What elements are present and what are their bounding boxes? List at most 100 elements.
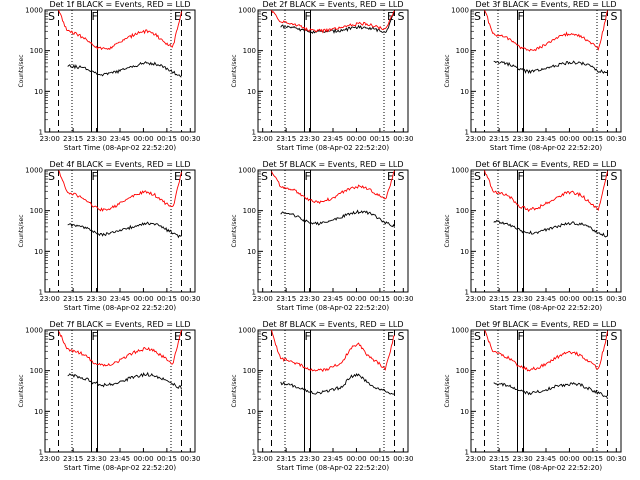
x-tick-label: 23:00 — [253, 295, 273, 303]
series-line — [484, 170, 608, 213]
y-tick-label: 10 — [247, 88, 256, 96]
x-tick-label: 23:45 — [323, 295, 343, 303]
x-tick-label: 23:45 — [323, 135, 343, 143]
marker-letter: S — [611, 330, 618, 343]
panel-8: Det 8f BLACK = Events, RED = LLD 1 10 100 10… — [231, 320, 413, 472]
y-tick-label: 100 — [30, 367, 43, 375]
x-tick-label: 23:45 — [110, 295, 130, 303]
series-line — [484, 330, 608, 372]
y-axis-label: Counts/sec — [231, 374, 238, 407]
panel-2: Det 2f BLACK = Events, RED = LLD 1 10 100 10… — [231, 0, 413, 152]
panel-title: Det 6f BLACK = Events, RED = LLD — [475, 160, 616, 169]
y-tick-label: 1000 — [451, 327, 469, 335]
x-tick-label: 00:30 — [606, 455, 626, 463]
marker-letter: E — [174, 170, 181, 183]
y-tick-label: 10 — [247, 248, 256, 256]
x-tick-label: 00:30 — [180, 135, 200, 143]
x-tick-label: 23:15 — [276, 295, 296, 303]
x-tick-label: 00:30 — [180, 455, 200, 463]
y-tick-label: 1000 — [451, 167, 469, 175]
series-line — [280, 209, 395, 228]
y-tick-label: 100 — [243, 207, 256, 215]
marker-letter: S — [398, 10, 405, 23]
y-axis-label: Counts/sec — [18, 214, 25, 247]
panel-1: Det 1f BLACK = Events, RED = LLD 1 10 100 10… — [18, 0, 200, 152]
y-tick-label: 1000 — [238, 167, 256, 175]
panel-title: Det 5f BLACK = Events, RED = LLD — [262, 160, 403, 169]
x-tick-label: 23:00 — [466, 455, 486, 463]
y-axis-label: Counts/sec — [18, 54, 25, 87]
marker-letter: E — [174, 10, 181, 23]
panel-6: Det 6f BLACK = Events, RED = LLD 1 10 100 10… — [444, 160, 626, 312]
marker-letter: S — [611, 170, 618, 183]
series-line — [280, 10, 395, 35]
x-tick-label: 23:00 — [40, 135, 60, 143]
x-tick-label: 23:45 — [536, 295, 556, 303]
x-axis-label: Start Time (08-Apr-02 22:52:20) — [490, 144, 602, 152]
x-tick-label: 00:15 — [370, 295, 390, 303]
plot-frame — [470, 329, 622, 453]
x-tick-label: 00:15 — [370, 455, 390, 463]
marker-letter: S — [48, 10, 55, 23]
panel-title: Det 9f BLACK = Events, RED = LLD — [475, 320, 616, 329]
x-tick-label: 23:30 — [299, 295, 319, 303]
panel-5: Det 5f BLACK = Events, RED = LLD 1 10 100 10… — [231, 160, 413, 312]
y-tick-label: 100 — [30, 47, 43, 55]
y-tick-label: 100 — [456, 367, 469, 375]
x-tick-label: 23:45 — [536, 135, 556, 143]
x-tick-label: 23:00 — [253, 455, 273, 463]
y-tick-label: 10 — [247, 408, 256, 416]
x-tick-label: 00:15 — [157, 455, 177, 463]
x-axis-label: Start Time (08-Apr-02 22:52:20) — [64, 464, 176, 472]
marker-letter: S — [398, 170, 405, 183]
series-line — [58, 170, 182, 212]
x-tick-label: 23:15 — [63, 295, 83, 303]
x-tick-label: 00:15 — [157, 135, 177, 143]
x-tick-label: 23:30 — [86, 455, 106, 463]
y-tick-label: 10 — [34, 408, 43, 416]
marker-letter: F — [518, 10, 524, 23]
marker-letter: F — [92, 170, 98, 183]
panel-3: Det 3f BLACK = Events, RED = LLD 1 10 100 10… — [444, 0, 626, 152]
x-tick-label: 00:15 — [583, 295, 603, 303]
y-tick-label: 100 — [456, 207, 469, 215]
y-tick-label: 10 — [460, 408, 469, 416]
y-tick-label: 10 — [460, 88, 469, 96]
x-tick-label: 23:15 — [276, 455, 296, 463]
marker-letter: S — [474, 10, 481, 23]
plot-frame — [44, 169, 196, 293]
panel-title: Det 7f BLACK = Events, RED = LLD — [49, 320, 190, 329]
marker-letter: E — [387, 170, 394, 183]
x-tick-label: 00:00 — [346, 295, 366, 303]
y-tick-label: 1000 — [238, 327, 256, 335]
marker-letter: S — [261, 330, 268, 343]
y-tick-label: 10 — [34, 88, 43, 96]
series-line — [271, 329, 395, 373]
x-axis-label: Start Time (08-Apr-02 22:52:20) — [490, 464, 602, 472]
x-tick-label: 00:00 — [559, 455, 579, 463]
marker-letter: E — [174, 330, 181, 343]
plot-frame — [257, 169, 409, 293]
marker-letter: S — [474, 330, 481, 343]
y-tick-label: 1 — [252, 289, 256, 297]
y-tick-label: 1 — [252, 449, 256, 457]
y-tick-label: 1000 — [25, 327, 43, 335]
x-tick-label: 23:45 — [536, 455, 556, 463]
x-axis-label: Start Time (08-Apr-02 22:52:20) — [277, 304, 389, 312]
x-tick-label: 23:30 — [86, 295, 106, 303]
series-line — [484, 10, 608, 52]
y-axis-label: Counts/sec — [231, 54, 238, 87]
panel-title: Det 8f BLACK = Events, RED = LLD — [262, 320, 403, 329]
marker-letter: F — [305, 170, 311, 183]
y-tick-label: 1 — [465, 449, 469, 457]
x-tick-label: 00:30 — [393, 295, 413, 303]
x-tick-label: 23:30 — [299, 455, 319, 463]
marker-letter: S — [48, 170, 55, 183]
marker-letter: S — [185, 10, 192, 23]
panel-title: Det 2f BLACK = Events, RED = LLD — [262, 0, 403, 9]
x-tick-label: 00:30 — [606, 135, 626, 143]
marker-letter: S — [185, 170, 192, 183]
marker-letter: E — [600, 10, 607, 23]
